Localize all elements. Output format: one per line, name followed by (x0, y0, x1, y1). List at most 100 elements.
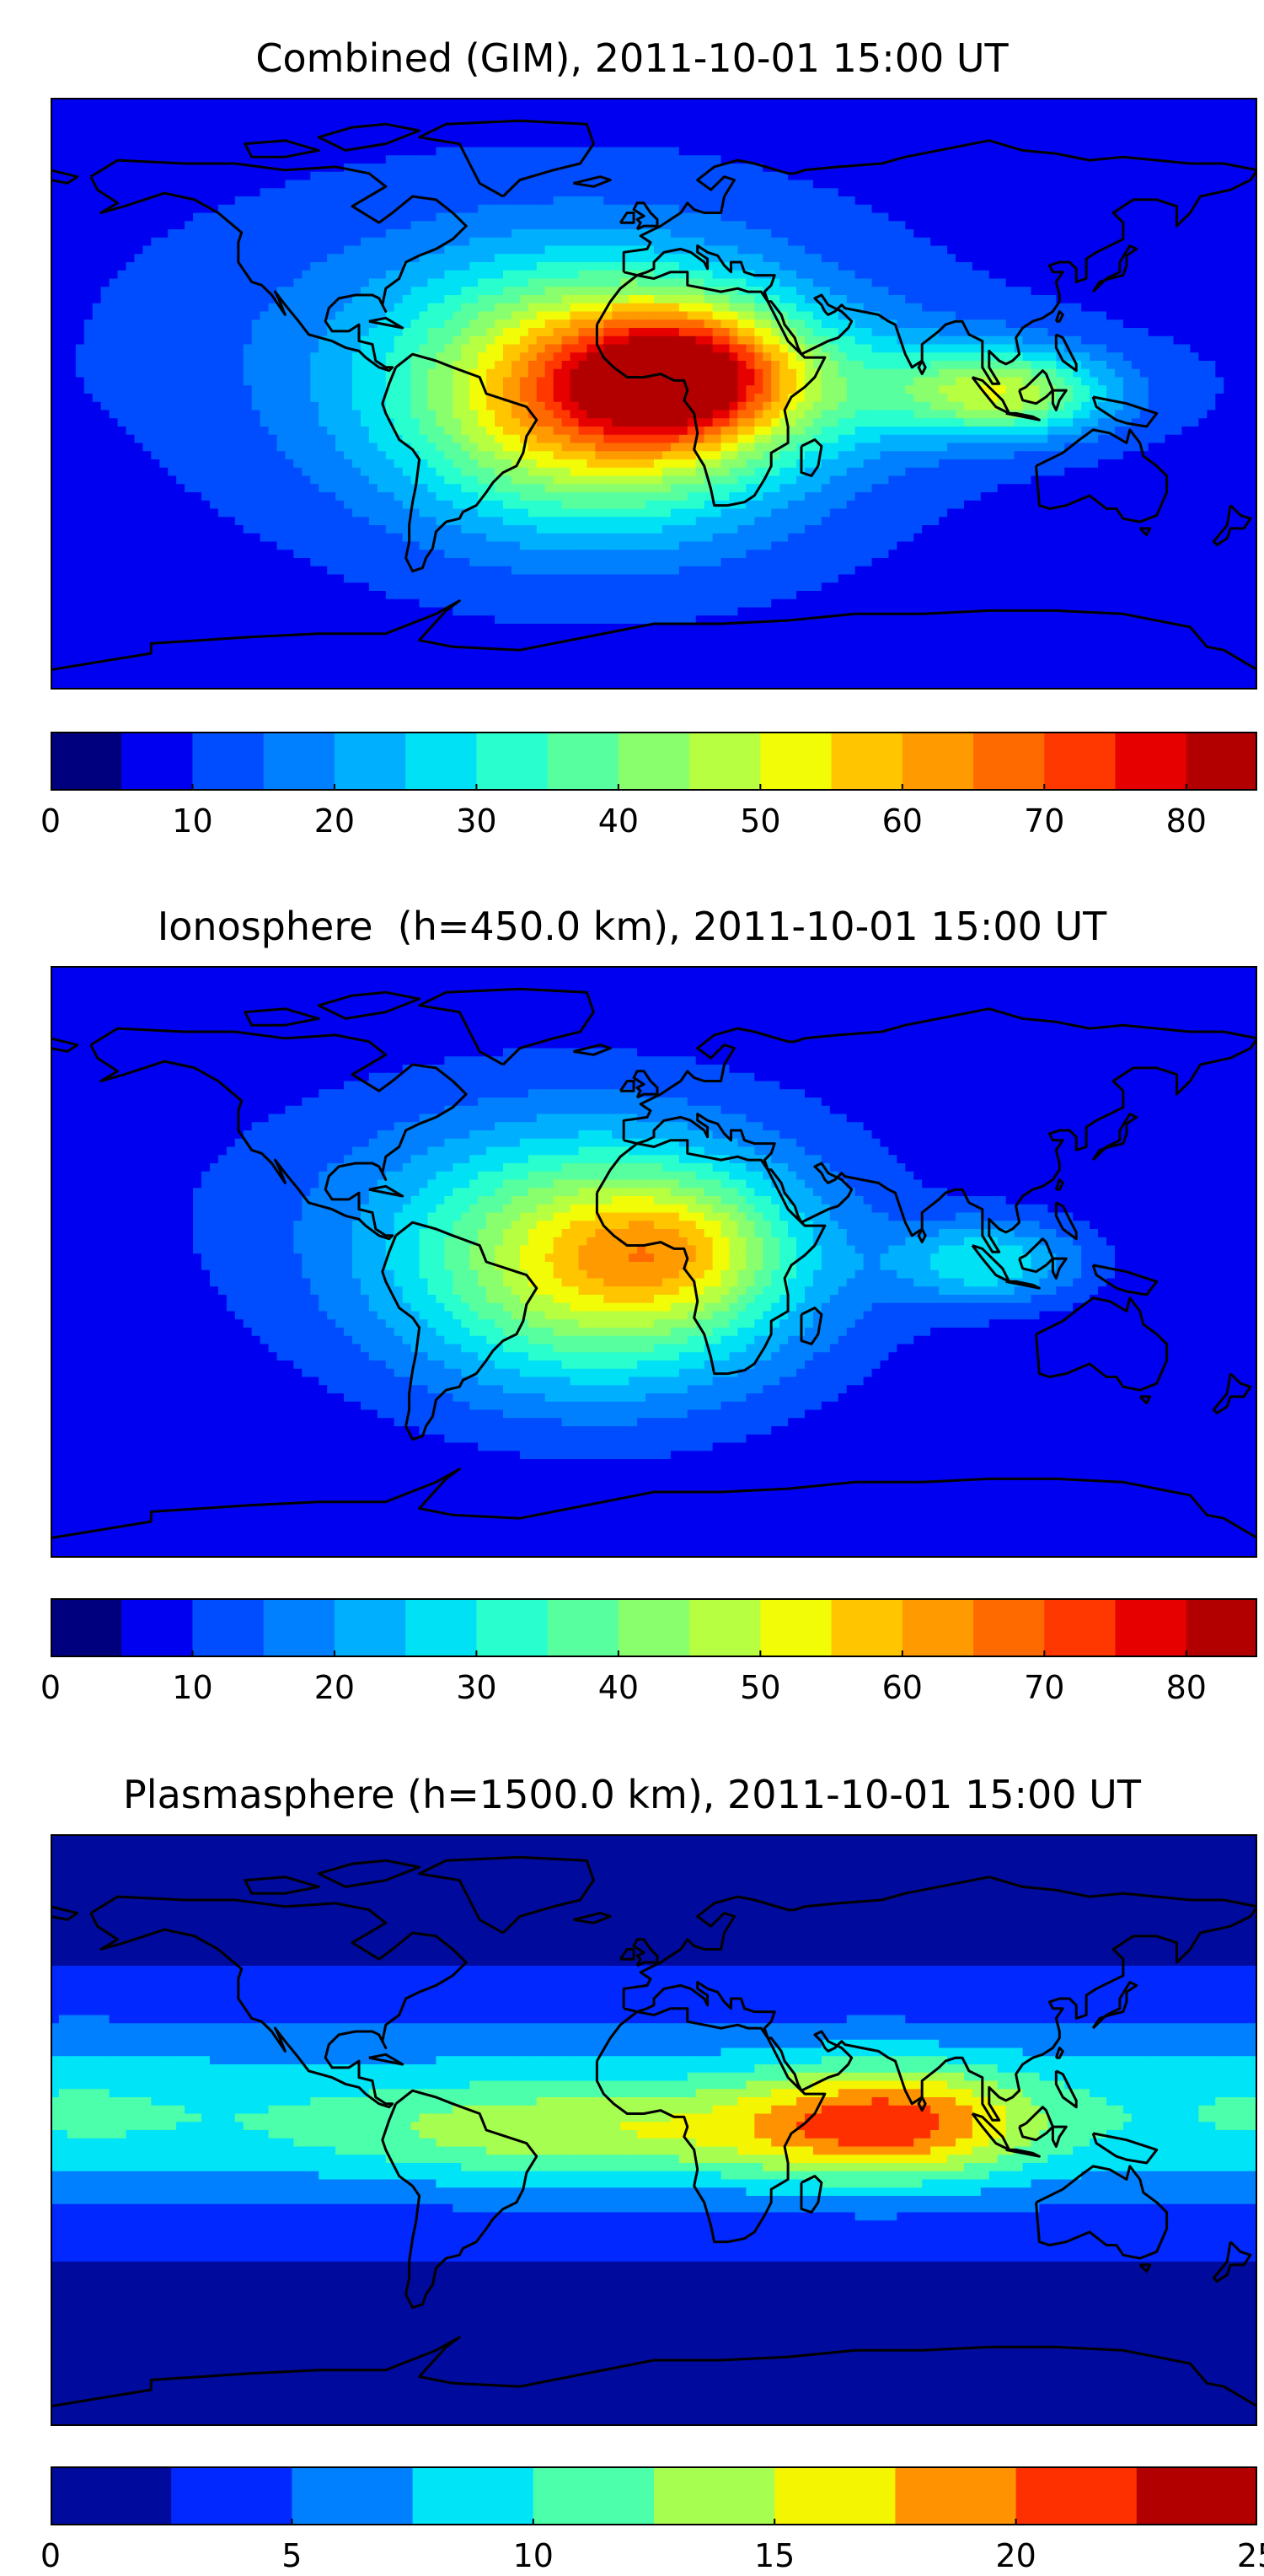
tec-cell (1224, 254, 1233, 263)
tec-cell (930, 98, 940, 107)
tec-cell (469, 138, 479, 148)
tec-cell (661, 287, 672, 296)
tec-cell (712, 311, 722, 320)
tec-cell (871, 204, 881, 214)
tec-cell (260, 196, 270, 206)
tec-cell (1215, 180, 1224, 189)
tec-cell (352, 377, 362, 386)
tec-cell (670, 221, 680, 230)
tec-cell (1014, 352, 1024, 362)
tec-cell (1081, 295, 1090, 304)
tec-cell (888, 229, 897, 239)
tec-cell (436, 319, 445, 329)
tec-cell (58, 245, 68, 255)
tec-cell (612, 147, 621, 156)
tec-cell (1005, 171, 1015, 181)
tec-cell (805, 328, 814, 337)
tec-cell (905, 147, 914, 156)
tec-cell (1073, 254, 1082, 263)
tec-cell (327, 114, 336, 123)
tec-cell (469, 155, 479, 164)
tec-cell (661, 245, 672, 255)
tec-cell (511, 98, 521, 107)
tec-cell (1148, 303, 1158, 313)
tec-cell (83, 254, 94, 263)
tec-cell (561, 311, 571, 320)
tec-cell (503, 204, 512, 214)
tec-cell (536, 335, 546, 346)
tec-cell (829, 328, 839, 337)
tec-cell (863, 352, 873, 362)
tec-cell (1122, 171, 1133, 181)
tec-cell (51, 368, 60, 378)
tec-cell (117, 328, 127, 337)
tec-cell (319, 114, 328, 123)
tec-cell (972, 278, 982, 287)
tec-cell (436, 237, 445, 247)
tec-cell (871, 303, 881, 313)
tec-cell (117, 254, 127, 263)
tec-cell (1047, 237, 1057, 247)
tec-cell (1056, 164, 1065, 173)
tec-cell (159, 221, 169, 230)
tec-cell (838, 245, 848, 255)
tec-cell (495, 262, 504, 271)
tec-cell (854, 361, 865, 370)
tec-cell (151, 212, 160, 222)
tec-cell (67, 221, 77, 230)
tec-cell (805, 204, 814, 214)
tec-cell (1056, 147, 1065, 156)
tec-cell (528, 98, 538, 107)
tec-cell (578, 147, 588, 156)
tec-cell (536, 303, 546, 313)
tec-cell (511, 114, 521, 123)
tec-cell (503, 114, 512, 123)
tec-cell (838, 254, 848, 263)
tec-cell (151, 245, 160, 255)
tec-cell (720, 204, 731, 214)
tec-cell (1064, 105, 1074, 115)
tec-cell (603, 319, 613, 329)
tec-cell (905, 212, 914, 222)
tec-cell (1014, 335, 1024, 346)
tec-cell (737, 164, 747, 173)
tec-cell (720, 229, 731, 239)
tec-cell (344, 114, 353, 123)
tec-cell (763, 114, 772, 123)
tec-cell (1047, 155, 1057, 164)
tec-cell (1131, 188, 1141, 197)
tec-cell (503, 278, 512, 287)
tec-cell (637, 311, 646, 320)
tec-cell (678, 303, 688, 313)
tec-cell (1156, 164, 1166, 173)
tec-cell (302, 303, 311, 313)
tec-cell (134, 180, 143, 189)
tec-cell (570, 262, 580, 271)
tec-cell (570, 303, 580, 313)
tec-cell (109, 122, 119, 131)
tec-cell (1181, 368, 1192, 378)
tec-cell (217, 328, 228, 337)
tec-cell (201, 361, 211, 370)
tec-cell (796, 237, 806, 247)
tec-cell (586, 254, 596, 263)
tec-cell (1098, 328, 1107, 337)
tec-cell (436, 171, 445, 181)
tec-cell (201, 114, 211, 123)
tec-cell (930, 122, 940, 131)
tec-cell (880, 212, 890, 222)
tec-cell (461, 105, 470, 115)
tec-cell (729, 335, 739, 346)
tec-cell (1173, 155, 1183, 164)
tec-cell (729, 254, 739, 263)
tec-cell (1047, 204, 1057, 214)
tec-cell (193, 287, 202, 296)
tec-cell (746, 377, 755, 386)
tec-cell (897, 311, 906, 320)
tec-cell (788, 138, 797, 148)
tec-cell (939, 105, 948, 115)
tec-cell (1240, 131, 1250, 140)
tec-cell (51, 278, 60, 287)
tec-cell (788, 270, 797, 280)
tec-cell (612, 229, 621, 239)
